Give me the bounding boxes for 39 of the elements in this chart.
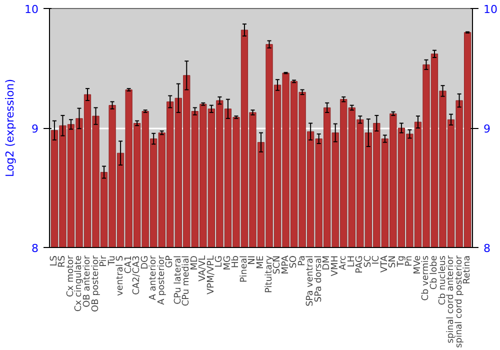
x-tick-label: A posterior bbox=[156, 255, 167, 305]
x-tick-label: CPu medial bbox=[182, 255, 192, 306]
x-tick-label: RS bbox=[58, 255, 68, 268]
y-tick-label: 9 bbox=[32, 122, 38, 136]
x-tick-label: Pn bbox=[404, 255, 415, 266]
x-tick-label: LS bbox=[49, 255, 60, 266]
y2-tick-label: 10 bbox=[484, 3, 498, 16]
y-tick-label: 10 bbox=[24, 3, 39, 16]
x-tick-label: SC bbox=[363, 255, 374, 268]
x-tick-label: SO bbox=[289, 256, 300, 268]
x-tick-label: Pa bbox=[297, 255, 308, 266]
y-tick-label: 8 bbox=[32, 242, 38, 255]
x-tick-label: MVe bbox=[412, 255, 423, 274]
x-tick-label: Cb lobe bbox=[429, 255, 440, 290]
x-tick-label: SCN bbox=[272, 255, 283, 274]
x-tick-label: DM bbox=[322, 255, 332, 270]
x-tick-label: Pineal bbox=[239, 255, 250, 282]
x-tick-label: Arc bbox=[338, 255, 349, 270]
x-tick-label: MD bbox=[190, 255, 200, 270]
x-tick-label: NI bbox=[248, 255, 258, 265]
x-tick-label: spinal cord posterior bbox=[454, 255, 464, 348]
x-tick-label: GP bbox=[165, 254, 176, 268]
x-tick-label: VMH bbox=[330, 255, 340, 276]
y2-tick-label: 8 bbox=[484, 242, 490, 255]
y-axis-title: Log2 (expression) bbox=[4, 78, 17, 178]
x-tick-label: Tg bbox=[396, 255, 406, 268]
x-tick-label: IC bbox=[372, 255, 382, 264]
x-tick-label: DG bbox=[140, 255, 150, 270]
x-tick-label: Pir bbox=[99, 255, 110, 267]
x-tick-label: Retina bbox=[462, 255, 473, 284]
x-tick-label: Pituitary bbox=[264, 254, 274, 294]
x-tick-label: Hb bbox=[231, 255, 242, 268]
x-tick-label: VA/VL bbox=[198, 255, 208, 282]
y2-tick-label: 9 bbox=[484, 122, 490, 136]
x-tick-label: ME bbox=[256, 255, 266, 269]
x-tick-label: CA1 bbox=[124, 255, 134, 274]
x-tick-label: SPa dorsal bbox=[314, 255, 324, 302]
x-tick-label: OB posterior bbox=[90, 255, 101, 312]
x-tick-label: SN bbox=[388, 255, 398, 268]
